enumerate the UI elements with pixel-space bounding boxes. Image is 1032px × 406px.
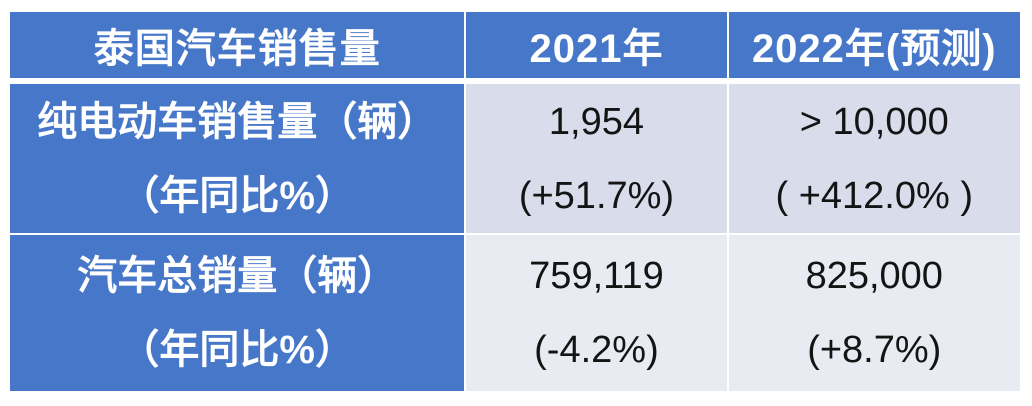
value-line1: 759,119 bbox=[529, 255, 664, 297]
value-line2: (+51.7%) bbox=[518, 174, 675, 217]
row-label-line1: 纯电动车销售量（辆） bbox=[37, 99, 438, 144]
value-line1: > 10,000 bbox=[799, 100, 949, 143]
row-label-line1: 汽车总销量（辆） bbox=[77, 254, 398, 298]
bev-2021-cell: 1,954 (+51.7%) bbox=[464, 80, 729, 235]
bev-2022-cell: > 10,000 ( +412.0% ) bbox=[726, 80, 1022, 235]
table-title: 泰国汽车销售量 bbox=[93, 27, 381, 71]
row-label-total: 汽车总销量（辆） （年同比%） bbox=[7, 233, 467, 393]
column-header-2021: 2021年 bbox=[529, 27, 664, 71]
sales-table-container: 泰国汽车销售量 2021年 2022年(预测) 纯电动车销售量（辆） （年同比%… bbox=[7, 10, 1022, 393]
header-2022-cell: 2022年(预测) bbox=[726, 10, 1022, 84]
table-row-total: 汽车总销量（辆） （年同比%） 759,119 (-4.2%) 825,000 … bbox=[7, 233, 1022, 393]
row-label-line2: （年同比%） bbox=[119, 173, 355, 218]
value-line2: ( +412.0% ) bbox=[775, 174, 974, 217]
sales-table: 泰国汽车销售量 2021年 2022年(预测) 纯电动车销售量（辆） （年同比%… bbox=[7, 10, 1022, 393]
row-label-bev: 纯电动车销售量（辆） （年同比%） bbox=[7, 80, 467, 235]
header-title-cell: 泰国汽车销售量 bbox=[7, 10, 467, 84]
table-header-row: 泰国汽车销售量 2021年 2022年(预测) bbox=[7, 10, 1022, 84]
value-line2: (-4.2%) bbox=[534, 329, 659, 371]
column-header-2022: 2022年(预测) bbox=[751, 27, 997, 71]
header-2021-cell: 2021年 bbox=[464, 10, 729, 84]
table-row-bev: 纯电动车销售量（辆） （年同比%） 1,954 (+51.7%) > 10,00… bbox=[7, 80, 1022, 235]
total-2021-cell: 759,119 (-4.2%) bbox=[464, 233, 729, 393]
row-label-line2: （年同比%） bbox=[119, 328, 355, 372]
value-line1: 825,000 bbox=[805, 255, 943, 297]
total-2022-cell: 825,000 (+8.7%) bbox=[726, 233, 1022, 393]
value-line1: 1,954 bbox=[548, 100, 644, 143]
value-line2: (+8.7%) bbox=[807, 329, 942, 371]
